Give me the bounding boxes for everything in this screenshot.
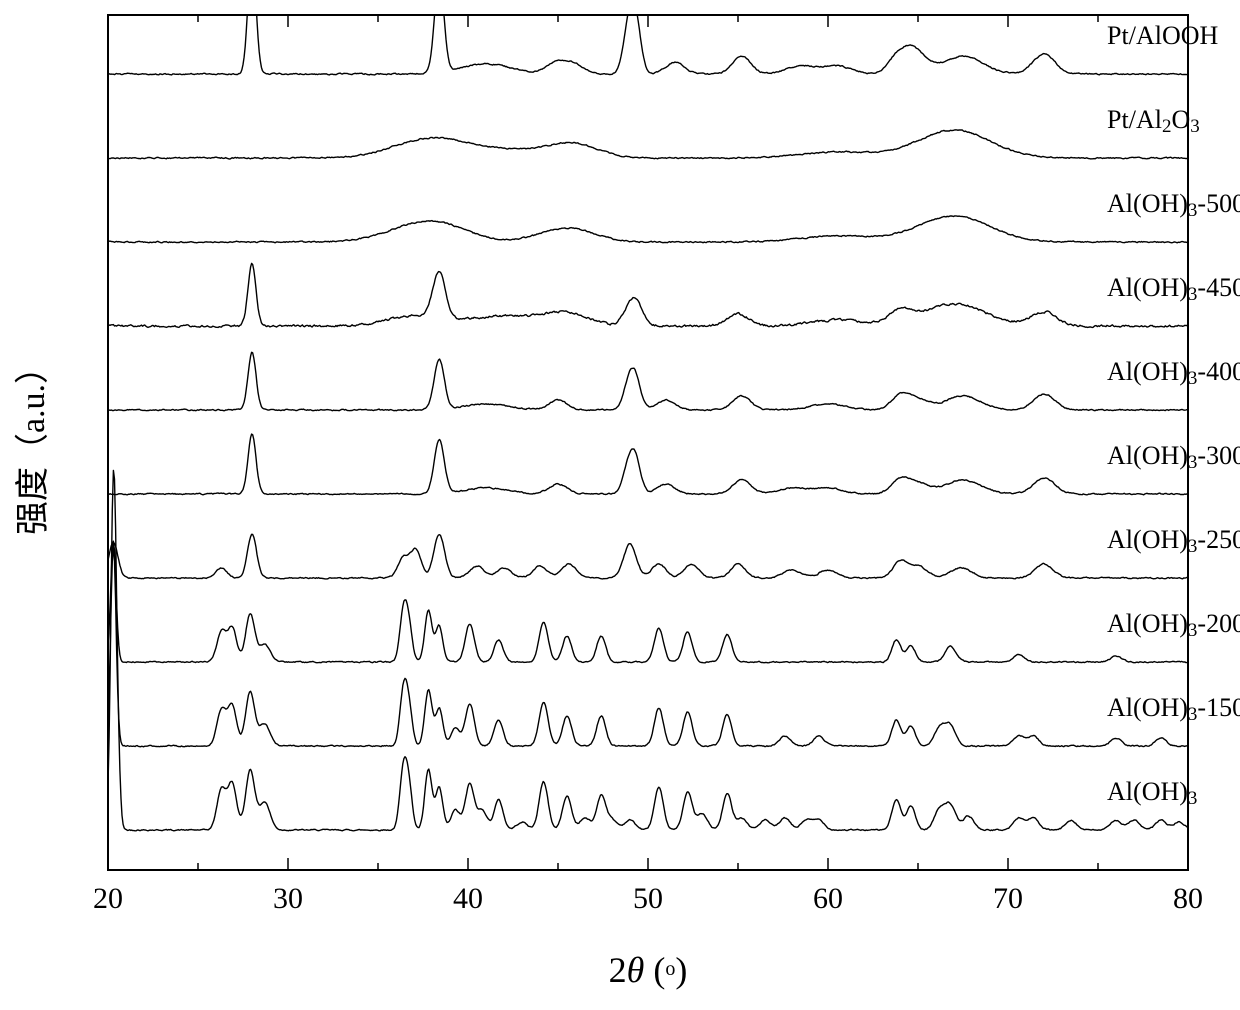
series-pt-al2o3 [108, 130, 1188, 159]
series-label-aloh3-200: Al(OH)3-200 [1107, 609, 1240, 641]
x-tick-label: 50 [633, 882, 663, 915]
series-label-aloh3-150: Al(OH)3-150 [1107, 693, 1240, 725]
series-label-pt-alooh: Pt/AlOOH [1107, 21, 1219, 50]
x-tick-label: 60 [813, 882, 843, 915]
xrd-chart: 20 30 40 50 60 70 80 2θ (o) 强度（a.u.） Al(OH)3 Al(OH… [0, 0, 1240, 1010]
series-label-aloh3-500: Al(OH)3-500 [1107, 189, 1240, 221]
series-pt-alooh [108, 0, 1188, 75]
x-axis-label: 2θ (o) [609, 950, 688, 990]
series-aloh3-250 [108, 534, 1188, 579]
series-label-aloh3-250: Al(OH)3-250 [1107, 525, 1240, 557]
x-tick-label: 30 [273, 882, 303, 915]
series-label-aloh3-300: Al(OH)3-300 [1107, 441, 1240, 473]
y-axis-label: 强度（a.u.） [14, 350, 52, 535]
series-label-pt-al2o3: Pt/Al2O3 [1107, 105, 1200, 137]
series-aloh3-450 [108, 263, 1188, 327]
series-aloh3-200 [108, 541, 1188, 663]
x-tick-label: 40 [453, 882, 483, 915]
x-tick-label: 80 [1173, 882, 1203, 915]
series-label-aloh3-400: Al(OH)3-400 [1107, 357, 1240, 389]
x-tick-label: 20 [93, 882, 123, 915]
series-aloh3-300 [108, 434, 1188, 495]
x-tick-label: 70 [993, 882, 1023, 915]
series-aloh3-500 [108, 216, 1188, 243]
series-label-aloh3-450: Al(OH)3-450 [1107, 273, 1240, 305]
series-label-aloh3: Al(OH)3 [1107, 777, 1197, 809]
series-aloh3-400 [108, 352, 1188, 410]
